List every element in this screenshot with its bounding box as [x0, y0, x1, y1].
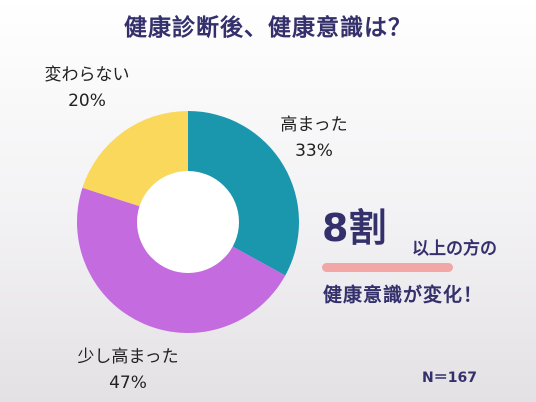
slice-name: 少し高まった: [77, 347, 179, 367]
sample-size: N＝167: [422, 370, 477, 386]
callout-highlight: [322, 263, 453, 272]
slice-name: 高まった: [280, 115, 348, 135]
slice-label-somewhat-rising: 少し高まった 47%: [77, 344, 178, 396]
slice-label-unchanged: 変わらない 20%: [45, 62, 130, 114]
slice-percent: 47%: [109, 373, 147, 393]
slice-label-rising: 高まった 33%: [280, 112, 347, 164]
callout-headline: 8割: [322, 206, 387, 250]
callout-subtext: 以上の方の: [412, 239, 497, 259]
donut-hole: [137, 171, 239, 273]
slice-percent: 20%: [68, 91, 106, 111]
callout-message: 健康意識が変化！: [323, 284, 484, 306]
chart-title: 健康診断後、健康意識は？: [124, 15, 412, 41]
slice-name: 変わらない: [44, 65, 130, 85]
slice-percent: 33%: [295, 141, 333, 161]
